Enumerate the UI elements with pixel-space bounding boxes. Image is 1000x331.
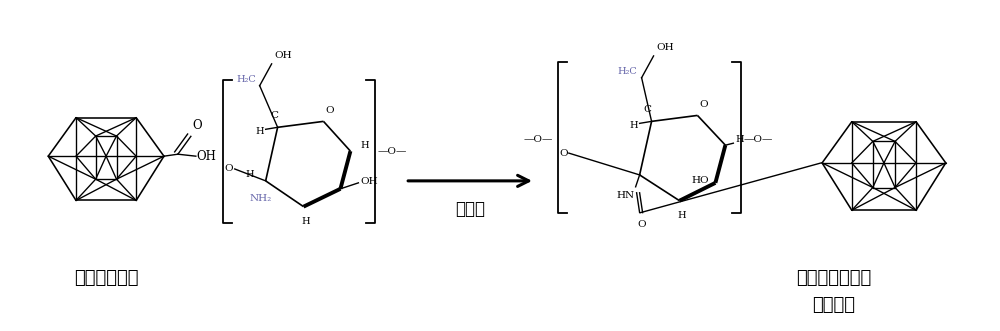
Text: H: H [677,211,686,219]
Text: OH: OH [275,51,292,60]
Text: O: O [224,165,233,173]
Text: H: H [245,170,254,179]
Text: C: C [644,106,652,115]
Text: H: H [301,216,310,225]
Text: H: H [255,127,264,136]
Text: HO: HO [692,176,709,185]
Text: H: H [629,121,638,130]
Text: O: O [193,119,202,132]
Text: 壳聚糖修饰金属: 壳聚糖修饰金属 [796,269,872,287]
Text: OH: OH [197,150,217,163]
Text: —O—: —O— [743,135,773,144]
Text: O: O [325,107,334,116]
Text: HN: HN [617,191,635,200]
Text: H₂C: H₂C [618,67,638,76]
Text: 有机骨架: 有机骨架 [813,296,856,314]
Text: NH₂: NH₂ [250,194,272,203]
Text: OH: OH [360,177,378,186]
Text: —O—: —O— [377,147,407,156]
Text: C: C [271,112,279,120]
Text: H: H [360,141,369,150]
Text: 壳聚糖: 壳聚糖 [455,200,485,218]
Text: OH: OH [657,43,674,52]
Text: H: H [735,135,744,144]
Text: —O—: —O— [523,135,553,144]
Text: H₂C: H₂C [236,75,256,84]
Text: O: O [637,219,646,228]
Text: 金属有机骨架: 金属有机骨架 [74,269,138,287]
Text: O: O [559,149,568,158]
Text: O: O [699,101,708,110]
